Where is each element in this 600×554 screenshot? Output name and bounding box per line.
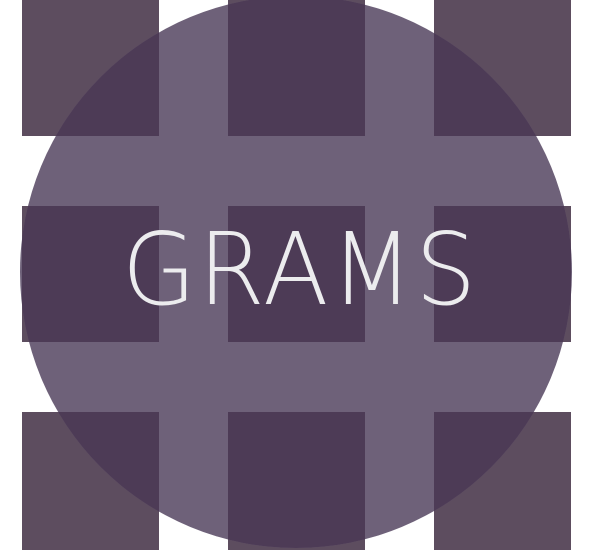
- tile-dark: [434, 206, 571, 342]
- tile-dark: [228, 0, 365, 136]
- tile-dark: [228, 206, 365, 342]
- tile-dark: [22, 206, 159, 342]
- tile-dark: [228, 412, 365, 548]
- logo-text: GRAMS: [121, 211, 479, 328]
